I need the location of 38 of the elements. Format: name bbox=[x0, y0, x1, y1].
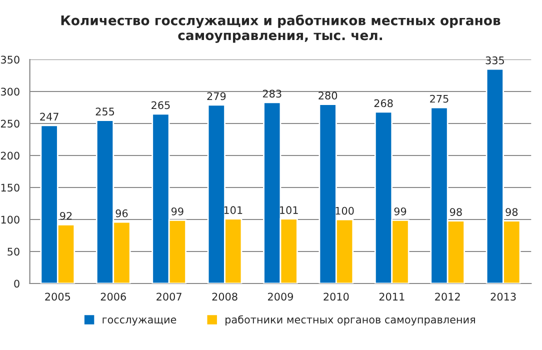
x-tick-label: 2010 bbox=[324, 292, 349, 301]
legend-label: госслужащие bbox=[102, 318, 176, 326]
data-label: 268 bbox=[374, 99, 393, 108]
y-tick-label: 350 bbox=[1, 56, 20, 64]
x-tick-label: 2005 bbox=[45, 292, 70, 301]
data-label: 275 bbox=[430, 94, 448, 103]
x-tick-label: 2006 bbox=[100, 292, 126, 301]
x-tick-label: 2013 bbox=[490, 292, 516, 301]
data-label: 100 bbox=[336, 206, 354, 215]
x-tick-label: 2007 bbox=[156, 292, 182, 301]
data-label: 101 bbox=[224, 206, 242, 214]
data-label: 335 bbox=[486, 56, 504, 64]
y-tick-label: 100 bbox=[1, 216, 20, 224]
legend-label: работники местных органов самоуправления bbox=[226, 315, 475, 326]
data-label: 101 bbox=[280, 206, 298, 214]
y-tick-label: 200 bbox=[0, 152, 20, 160]
x-tick-label: 2008 bbox=[212, 292, 238, 301]
y-tick-label: 300 bbox=[1, 88, 20, 96]
data-label: 92 bbox=[60, 212, 72, 220]
data-label: 255 bbox=[96, 108, 114, 116]
data-label: 265 bbox=[152, 101, 170, 110]
chart-title: Количество госслужащих и работников местных органов самоуправления, тыс. чел. bbox=[61, 14, 500, 43]
x-tick-label: 2009 bbox=[268, 292, 294, 301]
x-tick-label: 2012 bbox=[435, 292, 460, 301]
data-label: 98 bbox=[450, 208, 462, 216]
data-label: 280 bbox=[318, 92, 338, 100]
data-label: 96 bbox=[116, 209, 128, 218]
data-label: 98 bbox=[506, 208, 518, 216]
x-tick-label: 2011 bbox=[379, 292, 404, 301]
data-label: 247 bbox=[40, 112, 58, 120]
y-tick-label: 0 bbox=[14, 280, 20, 288]
data-label: 99 bbox=[171, 207, 184, 216]
data-label: 99 bbox=[394, 207, 406, 216]
data-label: 283 bbox=[262, 90, 282, 98]
y-tick-label: 150 bbox=[1, 184, 20, 192]
data-label: 279 bbox=[207, 92, 226, 100]
y-tick-label: 250 bbox=[0, 120, 20, 128]
y-tick-label: 50 bbox=[8, 248, 20, 256]
